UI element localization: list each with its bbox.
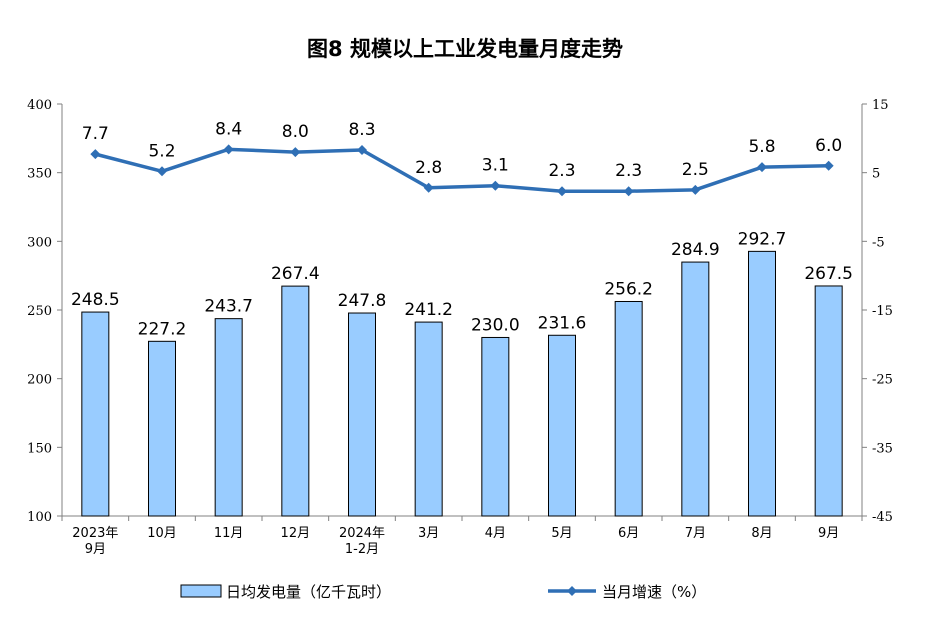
growth-value-label: 8.4	[215, 119, 242, 139]
bar-value-label: 267.5	[804, 264, 853, 284]
x-tick-label: 12月	[281, 526, 311, 541]
growth-point	[490, 180, 501, 191]
right-tick-label: -45	[872, 510, 893, 525]
bar-value-label: 248.5	[71, 290, 120, 310]
growth-point	[423, 182, 434, 193]
bar	[681, 261, 710, 517]
x-tick-label: 11月	[214, 526, 244, 541]
growth-value-label: 5.8	[748, 137, 775, 157]
x-tick-label: 5月	[551, 526, 572, 541]
left-tick-label: 400	[27, 98, 52, 113]
growth-value-label: 2.5	[682, 160, 709, 180]
left-tick-label: 200	[27, 373, 52, 388]
chart-title: 图8 规模以上工业发电量月度走势	[307, 37, 623, 61]
x-tick-label: 4月	[485, 526, 506, 541]
bar	[414, 321, 443, 517]
bar	[281, 285, 310, 517]
growth-point	[623, 186, 634, 197]
legend-bar-swatch	[180, 584, 222, 598]
bar	[81, 311, 110, 517]
x-tick-label: 3月	[418, 526, 439, 541]
bar	[614, 300, 643, 517]
growth-point	[557, 186, 567, 197]
growth-value-label: 5.2	[148, 141, 175, 161]
x-tick-label: 1-2月	[345, 542, 379, 557]
bar-value-label: 231.6	[538, 313, 587, 333]
bar	[148, 340, 176, 517]
bar	[214, 318, 243, 517]
x-tick-label: 10月	[147, 526, 177, 541]
right-tick-label: -5	[872, 235, 885, 250]
x-tick-label: 6月	[618, 526, 639, 541]
bar-value-label: 267.4	[271, 264, 320, 284]
legend: 日均发电量（亿千瓦时） 当月增速（%）	[180, 583, 706, 601]
growth-point	[357, 145, 367, 156]
growth-point	[690, 184, 701, 195]
bar	[748, 250, 776, 517]
bar	[481, 336, 510, 517]
left-tick-label: 300	[27, 235, 52, 250]
legend-line-label: 当月增速（%）	[602, 583, 706, 601]
bar-value-label: 230.0	[471, 315, 520, 335]
growth-value-label: 2.3	[615, 161, 642, 181]
growth-value-label: 7.7	[82, 124, 109, 144]
left-tick-label: 150	[27, 441, 52, 456]
growth-value-label: 2.8	[415, 158, 442, 178]
growth-point	[757, 162, 767, 173]
bar-value-label: 284.9	[671, 240, 720, 260]
bar-value-label: 243.7	[204, 297, 253, 317]
growth-value-label: 2.3	[548, 161, 575, 181]
right-tick-label: -35	[872, 441, 893, 456]
right-tick-label: -25	[872, 373, 893, 388]
data-labels: 248.5 227.2 243.7 267.4 247.8 241.2 230.0 231.6…	[71, 119, 853, 339]
legend-bar-label: 日均发电量（亿千瓦时）	[226, 583, 391, 601]
growth-value-label: 8.3	[348, 120, 375, 140]
x-tick-label: 9月	[818, 526, 839, 541]
bar	[548, 334, 576, 517]
left-tick-label: 350	[27, 167, 52, 182]
x-tick-label: 7月	[685, 526, 706, 541]
growth-value-label: 8.0	[282, 122, 309, 142]
bar	[348, 312, 376, 517]
x-tick-label: 2023年	[72, 526, 118, 541]
bar-value-label: 256.2	[604, 279, 653, 299]
right-tick-label: 15	[872, 98, 889, 113]
bars	[81, 250, 843, 517]
axes: 100 150 200 250 300 350 400 -45 -35 -25 -15 -5 5 15 20…	[27, 98, 893, 557]
growth-value-label: 3.1	[482, 156, 509, 176]
x-tick-label: 8月	[751, 526, 772, 541]
bar	[814, 285, 843, 517]
left-tick-label: 100	[27, 510, 52, 525]
growth-point	[90, 149, 101, 160]
growth-point	[823, 160, 834, 171]
bar-value-label: 227.2	[138, 319, 187, 339]
right-tick-label: 5	[872, 167, 880, 182]
growth-point	[290, 147, 301, 158]
growth-value-label: 6.0	[815, 136, 842, 156]
legend-line-marker	[567, 586, 577, 596]
bar-value-label: 292.7	[738, 229, 787, 249]
right-tick-label: -15	[872, 304, 893, 319]
growth-point	[223, 144, 234, 155]
growth-point	[157, 166, 167, 177]
bar-value-label: 241.2	[404, 300, 453, 320]
growth-series-line	[94, 147, 829, 193]
growth-line	[90, 144, 834, 197]
bar-value-label: 247.8	[338, 291, 387, 311]
left-tick-label: 250	[27, 304, 52, 319]
x-tick-label: 9月	[85, 542, 106, 557]
x-tick-label: 2024年	[339, 526, 385, 541]
